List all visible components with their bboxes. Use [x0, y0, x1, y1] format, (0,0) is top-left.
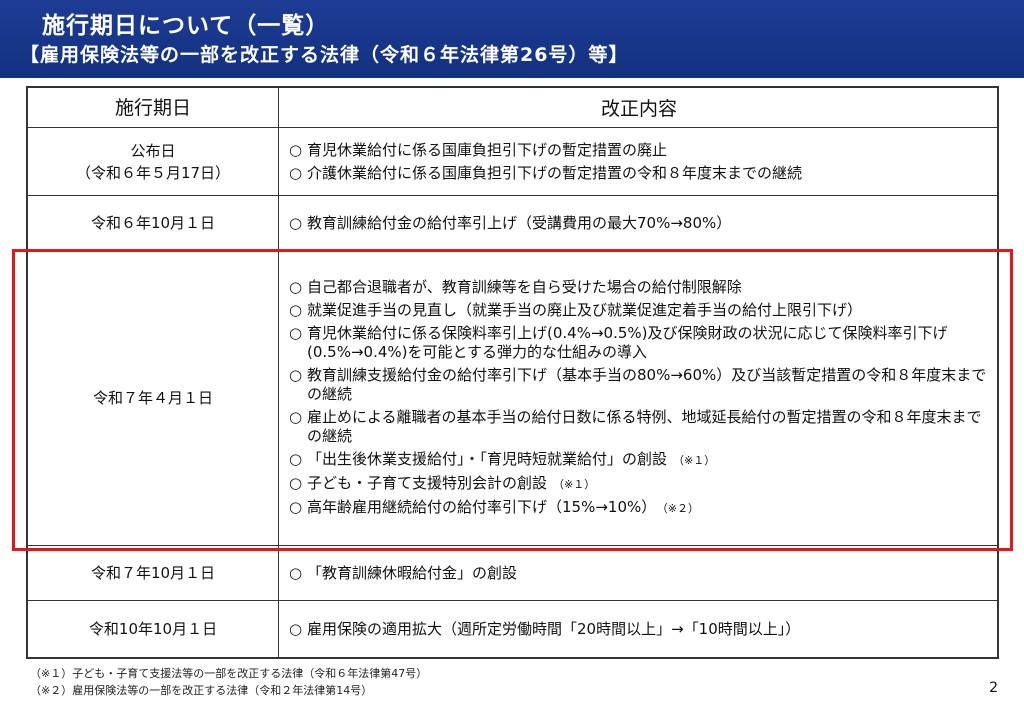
amendment-item: ○ 高年齢雇用継続給付の給付率引下げ（15%→10%） （※２）	[289, 498, 989, 518]
amendment-item: ○ 就業促進手当の見直し（就業手当の廃止及び就業促進定着手当の給付上限引下げ）	[289, 301, 989, 320]
page-subtitle: 【雇用保険法等の一部を改正する法律（令和６年法律第26号）等】	[20, 44, 629, 66]
amendment-text: 高年齢雇用継続給付の給付率引下げ（15%→10%）	[307, 498, 657, 516]
circle-bullet-icon: ○	[289, 366, 303, 384]
amendment-text: 「出生後休業支援給付」・「育児時短就業給付」の創設	[307, 450, 668, 468]
amendment-content-cell: ○ 「教育訓練休暇給付金」の創設	[279, 546, 997, 600]
effective-date-line: （令和６年５月17日）	[75, 163, 231, 182]
amendment-item: ○ 「出生後休業支援給付」・「育児時短就業給付」の創設 （※１）	[289, 450, 989, 470]
amendment-item: ○ 介護休業給付に係る国庫負担引下げの暫定措置の令和８年度末までの継続	[289, 164, 989, 183]
amendment-text-wrap: 子ども・子育て支援特別会計の創設 （※１）	[307, 474, 989, 494]
header-content: 改正内容	[600, 98, 677, 120]
circle-bullet-icon: ○	[289, 301, 303, 319]
amendment-text: 雇用保険の適用拡大（週所定労働時間「20時間以上」→「10時間以上」）	[307, 619, 801, 638]
circle-bullet-icon: ○	[289, 278, 303, 296]
circle-bullet-icon: ○	[289, 163, 303, 182]
amendment-text: 自己都合退職者が、教育訓練等を自ら受けた場合の給付制限解除	[307, 278, 742, 296]
amendment-text-wrap: 「教育訓練休暇給付金」の創設	[307, 564, 989, 583]
circle-bullet-icon: ○	[289, 563, 303, 582]
amendment-text: 介護休業給付に係る国庫負担引下げの暫定措置の令和８年度末までの継続	[307, 163, 803, 182]
table-row: 令和７年４月１日 ○ 自己都合退職者が、教育訓練等を自ら受けた場合の給付制限解除 ○ 就…	[28, 251, 997, 546]
page-title: 施行期日について（一覧）	[42, 13, 330, 39]
circle-bullet-icon: ○	[289, 408, 303, 426]
amendment-item: ○ 子ども・子育て支援特別会計の創設 （※１）	[289, 474, 989, 494]
amendment-text: 教育訓練給付金の給付率引上げ（受講費用の最大70%→80%）	[307, 213, 732, 232]
circle-bullet-icon: ○	[289, 140, 303, 159]
amendment-text-wrap: 雇止めによる離職者の基本手当の給付日数に係る特例、地域延長給付の暫定措置の令和８…	[307, 408, 989, 446]
footnote-reference: （※１）	[673, 454, 716, 467]
amendment-item: ○ 教育訓練支援給付金の給付率引下げ（基本手当の80%→60%）及び当該暫定措置の…	[289, 366, 989, 404]
amendment-text-wrap: 「出生後休業支援給付」・「育児時短就業給付」の創設 （※１）	[307, 450, 989, 470]
amendment-item: ○ 育児休業給付に係る国庫負担引下げの暫定措置の廃止	[289, 141, 989, 160]
table-row: 公布日 （令和６年５月17日） ○ 育児休業給付に係る国庫負担引下げの暫定措置の廃止 ○…	[28, 128, 997, 196]
table-header-row: 施行期日 改正内容	[28, 88, 997, 128]
footnote-reference: （※２）	[662, 502, 699, 515]
circle-bullet-icon: ○	[289, 324, 303, 342]
circle-bullet-icon: ○	[289, 619, 303, 638]
amendment-text: 就業促進手当の見直し（就業手当の廃止及び就業促進定着手当の給付上限引下げ）	[307, 301, 863, 319]
amendment-text-wrap: 高年齢雇用継続給付の給付率引下げ（15%→10%） （※２）	[307, 498, 989, 518]
table-row: 令和７年10月１日 ○ 「教育訓練休暇給付金」の創設	[28, 546, 997, 601]
amendment-item: ○ 雇止めによる離職者の基本手当の給付日数に係る特例、地域延長給付の暫定措置の令和…	[289, 408, 989, 446]
effective-date-line: 令和７年10月１日	[90, 564, 216, 582]
amendment-content-cell: ○ 教育訓練給付金の給付率引上げ（受講費用の最大70%→80%）	[279, 196, 997, 250]
effective-date-cell: 令和７年４月１日	[28, 251, 279, 545]
schedule-table: 施行期日 改正内容 公布日 （令和６年５月17日） ○ 育児休業給付に係る国庫負担引下…	[26, 86, 999, 659]
circle-bullet-icon: ○	[289, 213, 303, 232]
amendment-text-wrap: 自己都合退職者が、教育訓練等を自ら受けた場合の給付制限解除	[307, 278, 989, 297]
footnote-2: （※２）雇用保険法等の一部を改正する法律（令和２年法律第14号）	[30, 684, 373, 697]
amendment-content-cell: ○ 雇用保険の適用拡大（週所定労働時間「20時間以上」→「10時間以上」）	[279, 601, 997, 657]
amendment-text-wrap: 育児休業給付に係る保険料率引上げ(0.4%→0.5%)及び保険財政の状況に応じて…	[307, 324, 989, 362]
header-date: 施行期日	[28, 88, 279, 127]
effective-date-line: 令和７年４月１日	[92, 389, 213, 407]
circle-bullet-icon: ○	[289, 450, 303, 468]
amendment-text-wrap: 雇用保険の適用拡大（週所定労働時間「20時間以上」→「10時間以上」）	[307, 620, 989, 639]
amendment-content-cell: ○ 自己都合退職者が、教育訓練等を自ら受けた場合の給付制限解除 ○ 就業促進手当の見直…	[279, 251, 997, 545]
amendment-text: 雇止めによる離職者の基本手当の給付日数に係る特例、地域延長給付の暫定措置の令和８…	[307, 408, 982, 445]
amendment-text-wrap: 就業促進手当の見直し（就業手当の廃止及び就業促進定着手当の給付上限引下げ）	[307, 301, 989, 320]
effective-date-line: 令和６年10月１日	[90, 214, 216, 232]
effective-date-cell: 令和７年10月１日	[28, 546, 279, 600]
amendment-item: ○ 自己都合退職者が、教育訓練等を自ら受けた場合の給付制限解除	[289, 278, 989, 297]
slide-header: 施行期日について（一覧） 【雇用保険法等の一部を改正する法律（令和６年法律第26…	[0, 0, 1024, 78]
amendment-item: ○ 「教育訓練休暇給付金」の創設	[289, 564, 989, 583]
amendment-text-wrap: 育児休業給付に係る国庫負担引下げの暫定措置の廃止	[307, 141, 989, 160]
page-number: 2	[989, 680, 998, 696]
amendment-text: 「教育訓練休暇給付金」の創設	[307, 563, 518, 582]
effective-date-line: 令和10年10月１日	[88, 620, 218, 638]
amendment-content-cell: ○ 育児休業給付に係る国庫負担引下げの暫定措置の廃止 ○ 介護休業給付に係る国庫負担引…	[279, 128, 997, 195]
effective-date-cell: 令和10年10月１日	[28, 601, 279, 657]
amendment-text: 子ども・子育て支援特別会計の創設	[307, 474, 548, 492]
amendment-item: ○ 雇用保険の適用拡大（週所定労働時間「20時間以上」→「10時間以上」）	[289, 620, 989, 639]
footnote-1: （※１）子ども・子育て支援法等の一部を改正する法律（令和６年法律第47号）	[30, 667, 428, 680]
amendment-item: ○ 教育訓練給付金の給付率引上げ（受講費用の最大70%→80%）	[289, 214, 989, 233]
amendment-text: 育児休業給付に係る保険料率引上げ(0.4%→0.5%)及び保険財政の状況に応じて…	[307, 324, 948, 361]
table-row: 令和10年10月１日 ○ 雇用保険の適用拡大（週所定労働時間「20時間以上」→「10…	[28, 601, 997, 657]
effective-date-cell: 公布日 （令和６年５月17日）	[28, 128, 279, 195]
amendment-text: 教育訓練支援給付金の給付率引下げ（基本手当の80%→60%）及び当該暫定措置の令…	[307, 366, 987, 403]
footnote-reference: （※１）	[553, 478, 596, 491]
amendment-text-wrap: 教育訓練給付金の給付率引上げ（受講費用の最大70%→80%）	[307, 214, 989, 233]
effective-date-line: 公布日	[130, 141, 176, 160]
amendment-text-wrap: 教育訓練支援給付金の給付率引下げ（基本手当の80%→60%）及び当該暫定措置の令…	[307, 366, 989, 404]
amendment-text: 育児休業給付に係る国庫負担引下げの暫定措置の廃止	[307, 140, 668, 159]
amendment-item: ○ 育児休業給付に係る保険料率引上げ(0.4%→0.5%)及び保険財政の状況に応じ…	[289, 324, 989, 362]
circle-bullet-icon: ○	[289, 498, 303, 516]
effective-date-cell: 令和６年10月１日	[28, 196, 279, 250]
table-row: 令和６年10月１日 ○ 教育訓練給付金の給付率引上げ（受講費用の最大70%→80%）	[28, 196, 997, 251]
amendment-text-wrap: 介護休業給付に係る国庫負担引下げの暫定措置の令和８年度末までの継続	[307, 164, 989, 183]
circle-bullet-icon: ○	[289, 474, 303, 492]
